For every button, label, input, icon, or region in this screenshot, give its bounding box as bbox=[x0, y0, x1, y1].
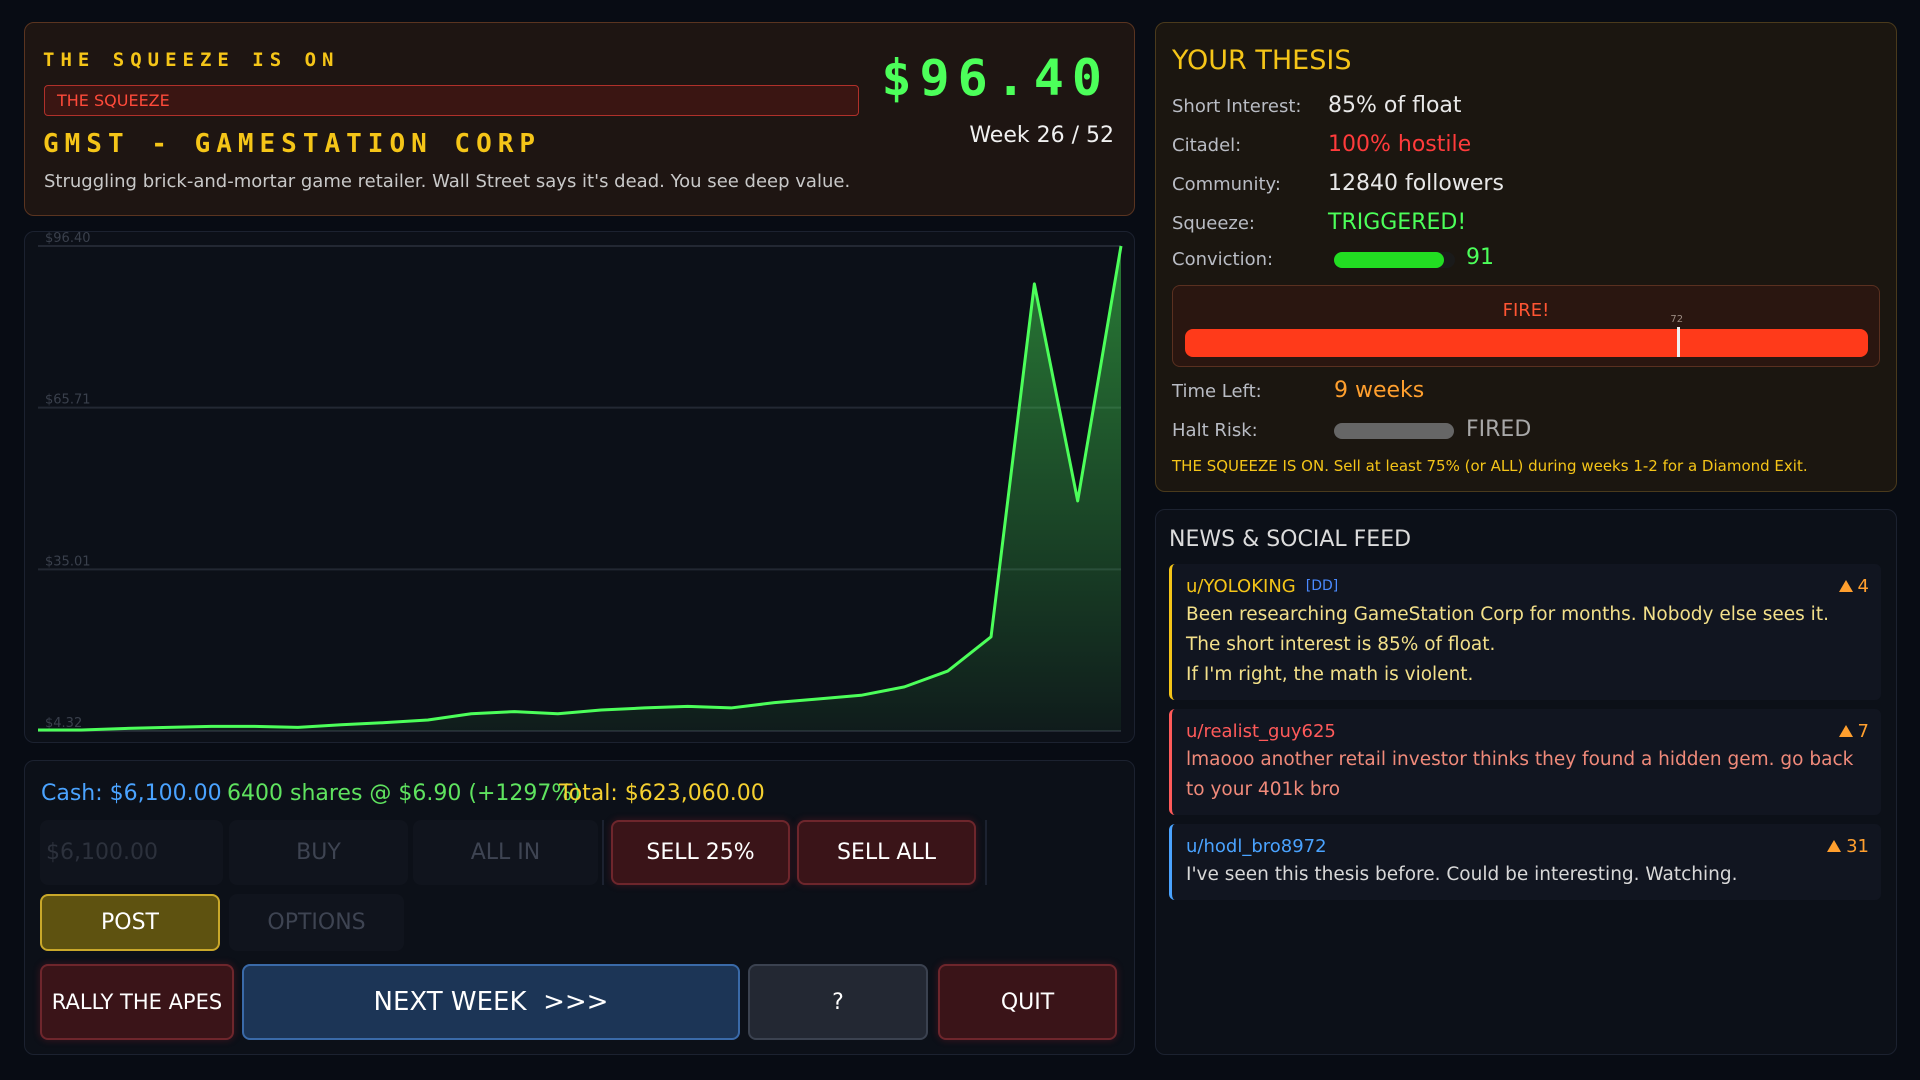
vote-count: 31 bbox=[1846, 835, 1869, 857]
upvote-triangle bbox=[1838, 580, 1853, 592]
feed-list: u/YOLOKING [DD] 4 Been researching GameStat… bbox=[1169, 564, 1881, 909]
post: u/hodl_bro8972 31 I've seen this thesis be… bbox=[1169, 824, 1881, 900]
status-badge: THE SQUEEZE bbox=[44, 85, 859, 116]
post-votes: 7 bbox=[1838, 720, 1869, 742]
help-button[interactable]: ? bbox=[748, 964, 928, 1040]
post-text: I've seen this thesis before. Could be i… bbox=[1186, 864, 1738, 885]
post: u/YOLOKING [DD] 4 Been researching GameStat… bbox=[1169, 564, 1881, 700]
quit-button[interactable]: QUIT bbox=[938, 964, 1117, 1040]
thesis-value: 100% hostile bbox=[1328, 132, 1472, 157]
halt-risk-label: Halt Risk: bbox=[1172, 420, 1258, 441]
time-left-label: Time Left: bbox=[1172, 381, 1262, 402]
thesis-label: Short Interest: bbox=[1172, 96, 1302, 117]
post-text: If I'm right, the math is violent. bbox=[1186, 664, 1474, 685]
feed-title: NEWS & SOCIAL FEED bbox=[1169, 527, 1412, 552]
thesis-label: Citadel: bbox=[1172, 135, 1242, 156]
sell-all-button[interactable]: SELL ALL bbox=[797, 820, 976, 885]
amount-input[interactable]: $6,100.00 bbox=[40, 820, 223, 885]
divider bbox=[602, 820, 604, 885]
all-in-button[interactable]: ALL IN bbox=[413, 820, 598, 885]
post-votes: 31 bbox=[1827, 836, 1869, 857]
post-header: u/realist_guy625 7 bbox=[1186, 717, 1869, 745]
upvote-icon bbox=[1838, 580, 1853, 592]
total: Total: $623,060.00 bbox=[559, 781, 765, 806]
next-week-button[interactable]: NEXT WEEK >>> bbox=[242, 964, 740, 1040]
fire-bar bbox=[1185, 329, 1868, 357]
conviction-value: 91 bbox=[1466, 245, 1494, 270]
divider bbox=[985, 820, 987, 885]
price-chart: $4.32 $35.01 $65.71 $96.40 bbox=[38, 231, 1123, 732]
thesis-panel: YOUR THESIS Short Interest: 85% of float C… bbox=[1155, 22, 1897, 492]
post-user: u/YOLOKING bbox=[1186, 575, 1296, 597]
position: 6400 shares @ $6.90 (+1297%) bbox=[227, 781, 581, 806]
description: Struggling brick-and-mortar game retaile… bbox=[44, 171, 851, 192]
header-panel: THE SQUEEZE IS ON THE SQUEEZE GMST - GAM… bbox=[24, 22, 1135, 216]
conviction-bar bbox=[1334, 252, 1445, 268]
fire-label: FIRE! bbox=[1502, 300, 1550, 321]
thesis-label: Squeeze: bbox=[1172, 213, 1255, 234]
time-left-value: 9 weeks bbox=[1334, 378, 1425, 403]
price-area bbox=[38, 246, 1121, 731]
post-button[interactable]: POST bbox=[40, 894, 220, 951]
post-user: u/hodl_bro8972 bbox=[1186, 835, 1327, 857]
post-tag: [DD] bbox=[1305, 578, 1339, 594]
y-tick-label: $96.40 bbox=[45, 232, 91, 246]
upvote-triangle bbox=[1827, 840, 1842, 852]
halt-risk-value: FIRED bbox=[1466, 417, 1532, 442]
vote-count: 4 bbox=[1857, 575, 1869, 597]
post-header: u/hodl_bro8972 31 bbox=[1186, 832, 1869, 860]
thesis-note: THE SQUEEZE IS ON. Sell at least 75% (or… bbox=[1172, 457, 1808, 475]
sell-25-button[interactable]: SELL 25% bbox=[611, 820, 790, 885]
post-header: u/YOLOKING [DD] 4 bbox=[1186, 572, 1869, 600]
feed-panel: NEWS & SOCIAL FEED u/YOLOKING [DD] 4 Been r… bbox=[1155, 509, 1897, 1055]
fire-box: FIRE! 72 bbox=[1172, 285, 1880, 367]
status-title: THE SQUEEZE IS ON bbox=[43, 49, 340, 71]
y-tick-label: $65.71 bbox=[45, 393, 91, 408]
thesis-value: 12840 followers bbox=[1328, 171, 1504, 196]
upvote-icon bbox=[1827, 840, 1842, 852]
upvote-triangle bbox=[1838, 725, 1853, 737]
thesis-title: YOUR THESIS bbox=[1172, 45, 1352, 76]
post-text: Been researching GameStation Corp for mo… bbox=[1186, 604, 1829, 655]
price: $96.40 bbox=[881, 49, 1110, 107]
upvote-icon bbox=[1838, 725, 1853, 737]
post-votes: 4 bbox=[1838, 575, 1869, 597]
fire-threshold bbox=[1676, 327, 1680, 357]
cash: Cash: $6,100.00 bbox=[41, 781, 222, 806]
thesis-value: 85% of float bbox=[1328, 93, 1462, 118]
post-user: u/realist_guy625 bbox=[1186, 720, 1336, 742]
halt-risk-bar bbox=[1334, 423, 1454, 439]
fire-threshold-label: 72 bbox=[1670, 314, 1684, 325]
conviction-track bbox=[1334, 252, 1455, 268]
fire-track: 72 bbox=[1185, 314, 1868, 357]
chart-panel: $4.32 $35.01 $65.71 $96.40 bbox=[24, 231, 1135, 743]
price-line bbox=[38, 245, 1123, 732]
conviction-label: Conviction: bbox=[1172, 249, 1274, 270]
week: Week 26 / 52 bbox=[969, 123, 1114, 148]
post: u/realist_guy625 7 lmaooo another retail i… bbox=[1169, 709, 1881, 815]
ticker: GMST - GAMESTATION CORP bbox=[43, 129, 542, 159]
y-tick-label: $4.32 bbox=[45, 716, 82, 731]
thesis-label: Community: bbox=[1172, 174, 1281, 195]
post-text: lmaooo another retail investor thinks th… bbox=[1186, 749, 1854, 800]
rally-button[interactable]: RALLY THE APES bbox=[40, 964, 234, 1040]
buy-button[interactable]: BUY bbox=[229, 820, 408, 885]
vote-count: 7 bbox=[1857, 720, 1869, 742]
options-button[interactable]: OPTIONS bbox=[229, 894, 404, 951]
thesis-value: TRIGGERED! bbox=[1328, 210, 1467, 235]
y-tick-label: $35.01 bbox=[45, 554, 91, 569]
